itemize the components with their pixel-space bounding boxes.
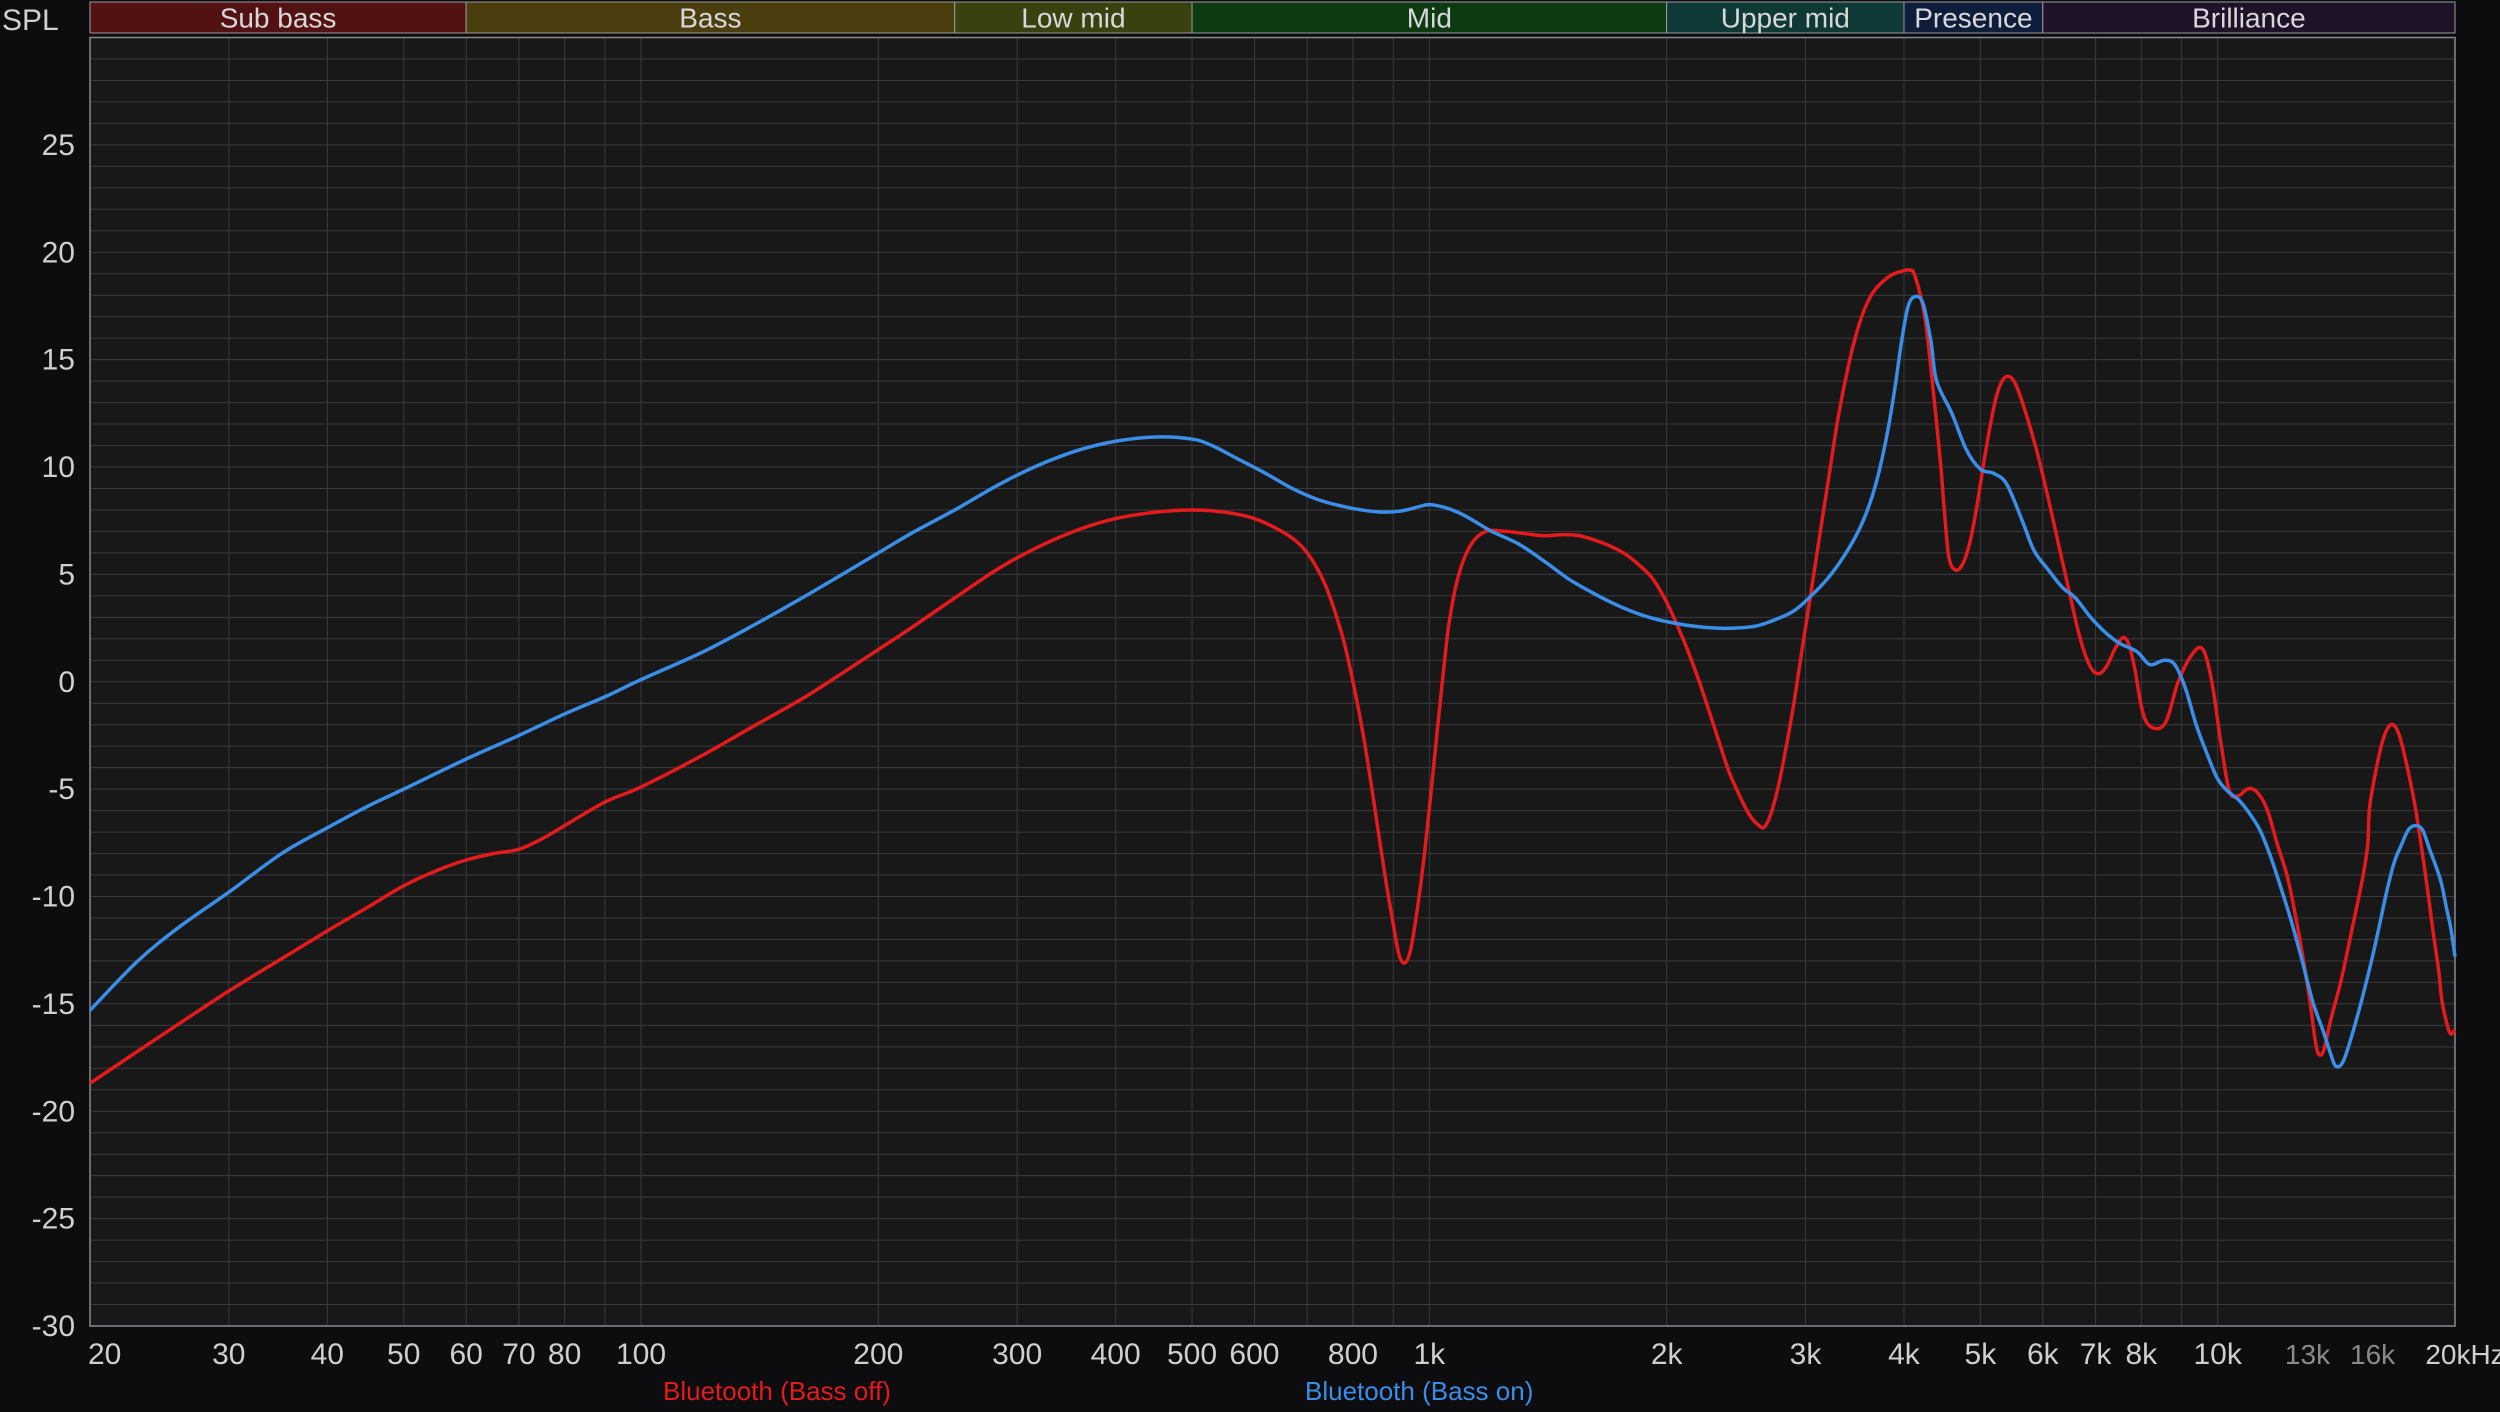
svg-text:-15: -15 bbox=[32, 988, 75, 1021]
svg-text:-25: -25 bbox=[32, 1203, 75, 1236]
svg-text:500: 500 bbox=[1167, 1338, 1217, 1371]
svg-text:400: 400 bbox=[1091, 1338, 1141, 1371]
svg-text:5k: 5k bbox=[1965, 1338, 1998, 1371]
svg-text:Upper mid: Upper mid bbox=[1721, 3, 1850, 34]
svg-text:0: 0 bbox=[58, 666, 75, 699]
svg-text:15: 15 bbox=[42, 344, 75, 377]
svg-text:-5: -5 bbox=[48, 773, 75, 806]
svg-text:-20: -20 bbox=[32, 1095, 75, 1128]
svg-text:600: 600 bbox=[1229, 1338, 1279, 1371]
svg-text:Presence: Presence bbox=[1914, 3, 2032, 34]
svg-text:7k: 7k bbox=[2080, 1338, 2113, 1371]
svg-text:30: 30 bbox=[212, 1338, 245, 1371]
svg-text:300: 300 bbox=[992, 1338, 1042, 1371]
svg-text:-10: -10 bbox=[32, 881, 75, 914]
svg-text:Mid: Mid bbox=[1407, 3, 1452, 34]
svg-text:50: 50 bbox=[387, 1338, 420, 1371]
svg-text:16k: 16k bbox=[2350, 1339, 2396, 1370]
svg-text:3k: 3k bbox=[1790, 1338, 1823, 1371]
svg-text:20kHz: 20kHz bbox=[2425, 1339, 2500, 1370]
svg-text:100: 100 bbox=[616, 1338, 666, 1371]
svg-text:70: 70 bbox=[502, 1338, 535, 1371]
svg-text:2k: 2k bbox=[1651, 1338, 1684, 1371]
svg-text:Sub bass: Sub bass bbox=[220, 3, 337, 34]
svg-text:10: 10 bbox=[42, 451, 75, 484]
svg-text:20: 20 bbox=[42, 236, 75, 269]
svg-text:200: 200 bbox=[853, 1338, 903, 1371]
svg-text:800: 800 bbox=[1328, 1338, 1378, 1371]
svg-text:4k: 4k bbox=[1888, 1338, 1921, 1371]
svg-text:13k: 13k bbox=[2285, 1339, 2331, 1370]
svg-text:1k: 1k bbox=[1414, 1338, 1447, 1371]
svg-text:6k: 6k bbox=[2027, 1338, 2060, 1371]
svg-text:60: 60 bbox=[449, 1338, 482, 1371]
svg-text:20: 20 bbox=[88, 1338, 121, 1371]
svg-text:25: 25 bbox=[42, 129, 75, 162]
svg-text:Bass: Bass bbox=[679, 3, 741, 34]
svg-text:40: 40 bbox=[311, 1338, 344, 1371]
svg-text:80: 80 bbox=[548, 1338, 581, 1371]
svg-text:8k: 8k bbox=[2125, 1338, 2158, 1371]
svg-text:10k: 10k bbox=[2194, 1338, 2243, 1371]
svg-text:Brilliance: Brilliance bbox=[2192, 3, 2306, 34]
svg-text:5: 5 bbox=[58, 558, 75, 591]
svg-text:-30: -30 bbox=[32, 1310, 75, 1343]
svg-text:Low mid: Low mid bbox=[1021, 3, 1125, 34]
